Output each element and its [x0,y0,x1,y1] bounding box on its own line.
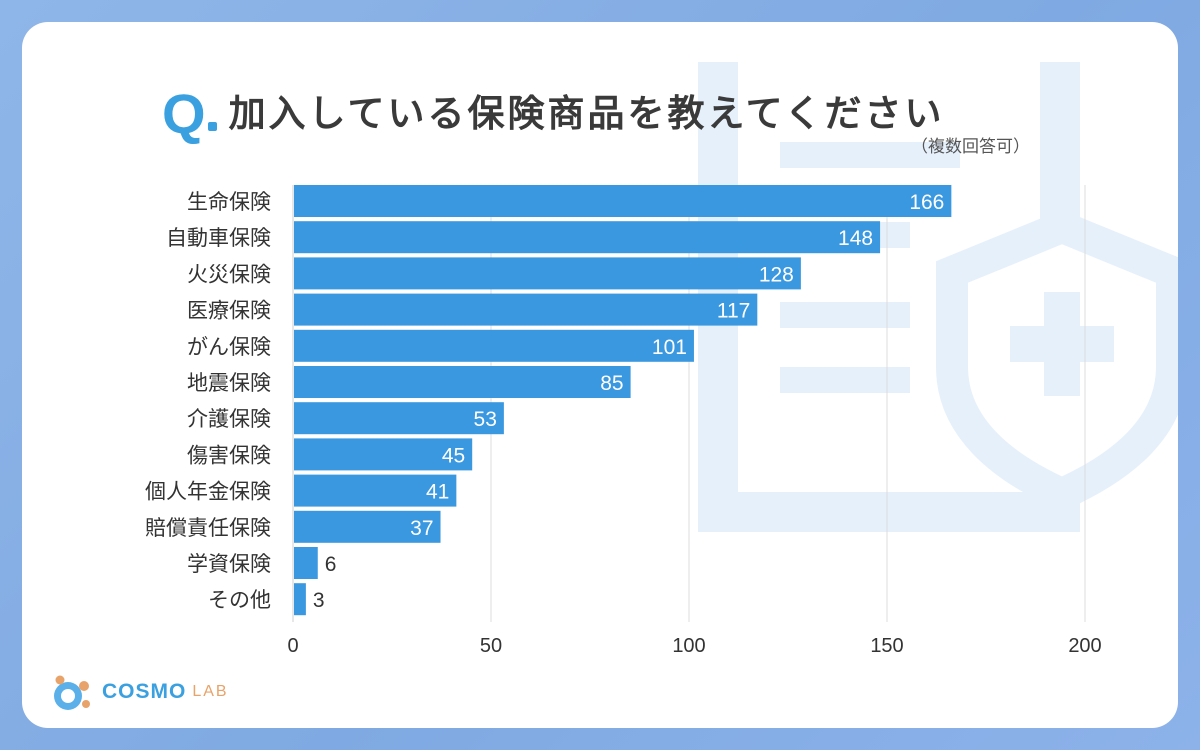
data-label: 37 [410,517,433,540]
bar [294,366,631,398]
x-tick-label: 200 [1068,635,1101,657]
bar [294,293,758,326]
cosmo-lab-logo: COSMO LAB [46,672,229,712]
category-label: がん保険 [187,335,271,359]
q-dot-icon [207,121,217,131]
category-label: 介護保険 [187,407,271,431]
logo-text-cosmo: COSMO [102,680,187,703]
bar [294,474,457,507]
bar [294,329,694,362]
data-label: 3 [313,589,325,612]
bar [294,583,306,616]
data-label: 85 [600,372,623,395]
chart-card: Q 加入している保険商品を教えてください （複数回答可） 0 50 100 150 200… [22,22,1178,728]
bar [294,402,504,435]
logo-text-lab: LAB [192,683,229,700]
x-tick-label: 150 [870,635,903,657]
data-label: 101 [652,336,687,359]
title-row: Q 加入している保険商品を教えてください [162,84,945,154]
category-label: 自動車保険 [166,226,271,250]
chart-title: 加入している保険商品を教えてください [228,92,945,135]
category-label: 個人年金保険 [145,480,271,504]
x-tick-label: 100 [672,635,705,657]
q-mark: Q [162,82,206,145]
data-label: 41 [426,481,449,504]
data-label: 166 [909,191,944,214]
x-tick-label: 0 [287,635,298,657]
bar [294,438,473,471]
chart-subtitle: （複数回答可） [911,137,1030,157]
data-label: 6 [325,553,337,576]
bar [294,547,318,579]
category-label: 火災保険 [187,262,271,286]
x-tick-label: 50 [480,635,502,657]
category-label: その他 [208,588,271,612]
bar [294,221,881,254]
bar [294,185,952,217]
bar [294,257,801,290]
category-label: 学資保険 [187,552,271,576]
data-label: 45 [442,444,465,467]
data-label: 148 [838,227,873,250]
category-label: 賠償責任保険 [145,516,271,540]
category-label: 地震保険 [187,371,271,395]
data-label: 53 [474,408,497,431]
category-label: 生命保険 [187,190,271,214]
bar-chart: 0 50 100 150 200 生命保険 166 自動車保険 148 火災保険 128 医療保険 11… [145,185,1102,657]
bar [294,510,441,543]
data-label: 117 [717,300,750,323]
category-label: 傷害保険 [187,443,271,467]
data-label: 128 [759,263,794,286]
category-label: 医療保険 [187,299,271,323]
cosmo-lab-logo-icon [54,675,90,710]
